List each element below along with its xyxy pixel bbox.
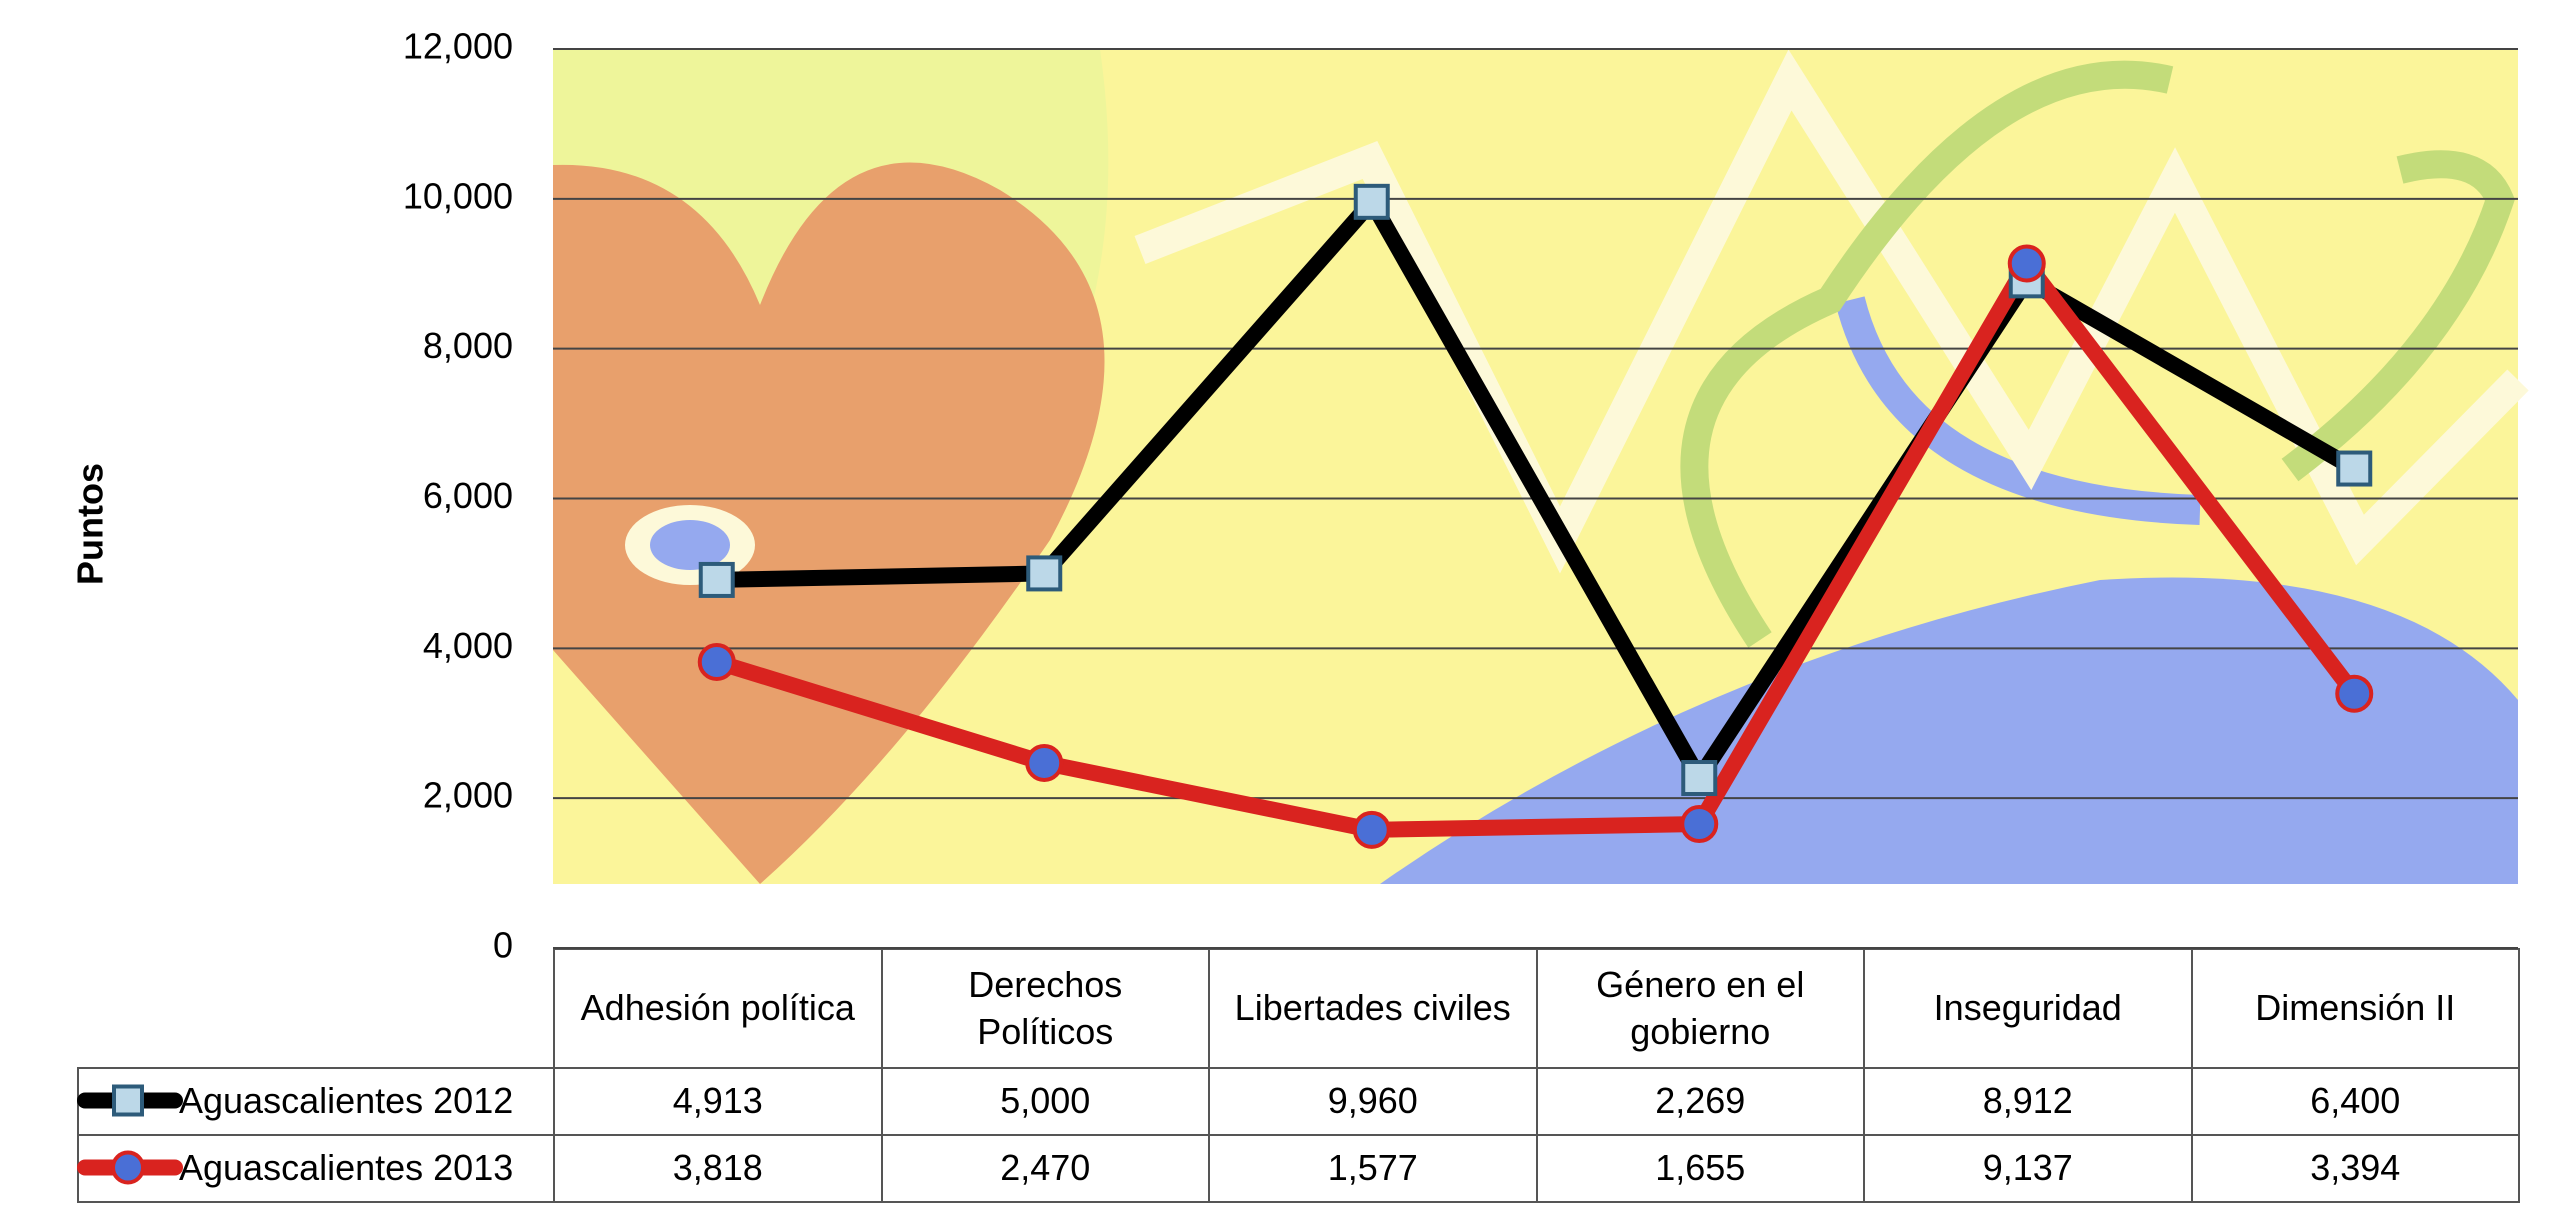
y-tick-label: 10,000 bbox=[403, 175, 513, 216]
marker bbox=[1352, 810, 1391, 849]
legend-marker bbox=[111, 1150, 145, 1185]
y-tick-label: 8,000 bbox=[423, 325, 513, 366]
marker bbox=[1026, 555, 1063, 592]
data-label: 2,470 bbox=[880, 1134, 1210, 1203]
data-label: 2,269 bbox=[1535, 1067, 1865, 1136]
y-tick-label: 2,000 bbox=[423, 775, 513, 816]
y-axis-label: Puntos bbox=[70, 463, 111, 585]
series-line bbox=[716, 193, 2359, 787]
marker bbox=[1353, 183, 1390, 220]
data-label: 1,577 bbox=[1208, 1134, 1538, 1203]
marker bbox=[1025, 743, 1064, 782]
legend-marker bbox=[112, 1084, 144, 1117]
data-label: 9,137 bbox=[1863, 1134, 2193, 1203]
marker bbox=[2335, 674, 2374, 713]
legend-entry: Aguascalientes 2013 bbox=[77, 1134, 555, 1203]
series-line bbox=[714, 255, 2361, 838]
y-tick-label: 12,000 bbox=[403, 26, 513, 67]
marker bbox=[698, 561, 735, 598]
background-art bbox=[553, 49, 2529, 885]
data-label: 1,655 bbox=[1535, 1134, 1865, 1203]
y-tick-label: 6,000 bbox=[423, 475, 513, 516]
data-label: 3,394 bbox=[2190, 1134, 2520, 1203]
data-label: 3,818 bbox=[553, 1134, 883, 1203]
y-tick-label: 0 bbox=[493, 925, 513, 966]
marker bbox=[1681, 760, 1718, 797]
marker bbox=[2336, 450, 2373, 487]
marker bbox=[697, 642, 736, 681]
marker bbox=[2007, 244, 2046, 283]
marker bbox=[1680, 805, 1719, 844]
y-tick-label: 4,000 bbox=[423, 625, 513, 666]
